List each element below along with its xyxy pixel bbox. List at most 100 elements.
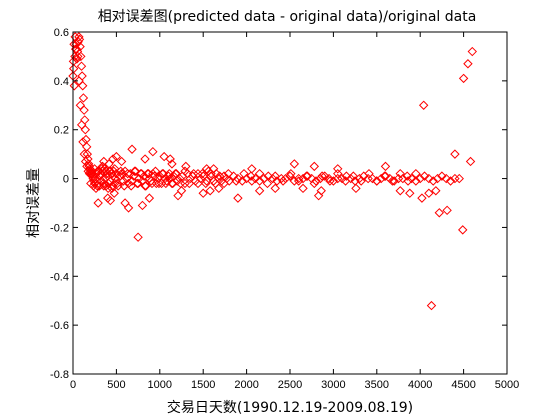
data-point [181,161,191,172]
data-point [140,181,150,191]
data-point [171,168,181,179]
data-point [159,151,169,162]
data-point [380,161,391,172]
data-point [164,168,175,179]
data-point [78,93,89,103]
data-point [315,173,326,184]
data-point [158,168,168,179]
data-point [188,168,199,179]
data-point [380,171,391,181]
data-point [193,178,203,189]
data-point [126,181,136,191]
data-point [302,171,313,181]
data-point [463,59,473,69]
data-point [387,176,398,186]
data-point [91,183,101,194]
data-point [150,166,161,176]
data-point [116,166,126,176]
data-point [78,137,88,147]
data-point [104,159,114,169]
data-point [123,203,134,213]
data-point [402,171,412,181]
data-point [165,154,175,164]
data-point [154,178,164,189]
data-point [129,166,140,176]
x-tick-label: 1500 [191,379,215,391]
data-point [237,176,247,186]
data-point [450,173,460,184]
x-tick-label: 5000 [495,379,519,391]
data-point [431,186,441,196]
data-point [340,176,351,186]
data-point [139,171,149,181]
data-point [379,171,390,181]
data-point [254,168,265,179]
data-point [80,156,91,167]
data-point [301,171,312,181]
data-point [395,168,405,179]
data-point [118,176,129,186]
data-point [298,183,308,194]
data-point [467,46,477,57]
data-point [180,178,190,189]
x-tick-label: 3000 [321,379,345,391]
data-point [116,156,127,167]
data-point [223,168,234,179]
data-point [140,154,150,164]
data-point [465,156,476,167]
data-point [346,173,356,184]
data-point [109,164,120,174]
data-point [458,73,469,84]
data-point [82,149,93,159]
data-point [458,225,468,235]
data-point [170,168,181,179]
data-point [99,181,109,191]
data-point [161,178,171,189]
data-point [208,164,219,174]
data-point [73,51,83,62]
data-point [363,173,373,184]
data-point [415,173,425,184]
data-point [309,161,320,172]
data-point [286,168,296,179]
data-point [418,100,429,110]
y-tick-label: -0.6 [50,320,69,332]
data-point [75,100,86,110]
data-point [93,166,103,176]
data-point [376,173,386,184]
data-point [434,208,445,218]
data-point [167,159,177,169]
data-point [214,183,224,194]
data-point [316,186,326,196]
data-point [432,173,443,184]
data-point [372,176,382,186]
data-point [442,205,452,216]
data-point [83,166,93,176]
data-point [143,168,154,179]
data-point [103,183,113,194]
data-point [94,181,105,191]
data-point [157,168,168,179]
x-axis: 0 500 1000 1500 2000 2500 3000 3500 4000 4500 5000 [70,32,519,391]
data-point [197,168,208,179]
y-tick-label: -0.8 [50,369,69,381]
data-point [239,168,249,179]
x-tick-label: 0 [70,379,76,391]
data-point [262,178,273,189]
data-point [99,156,109,167]
data-point [320,171,330,181]
data-point [333,168,343,179]
data-point [403,176,413,186]
x-axis-label: 交易日天数(1990.12.19-2009.08.19) [167,399,413,416]
data-point [219,178,229,189]
data-point [176,186,187,196]
data-point [111,151,122,162]
data-point [108,154,118,164]
data-point [426,300,437,311]
y-tick-label: 0 [63,174,69,186]
data-point [105,195,116,206]
data-point [441,173,451,184]
data-point [389,176,399,186]
data-point [454,173,464,184]
data-point [437,171,447,181]
